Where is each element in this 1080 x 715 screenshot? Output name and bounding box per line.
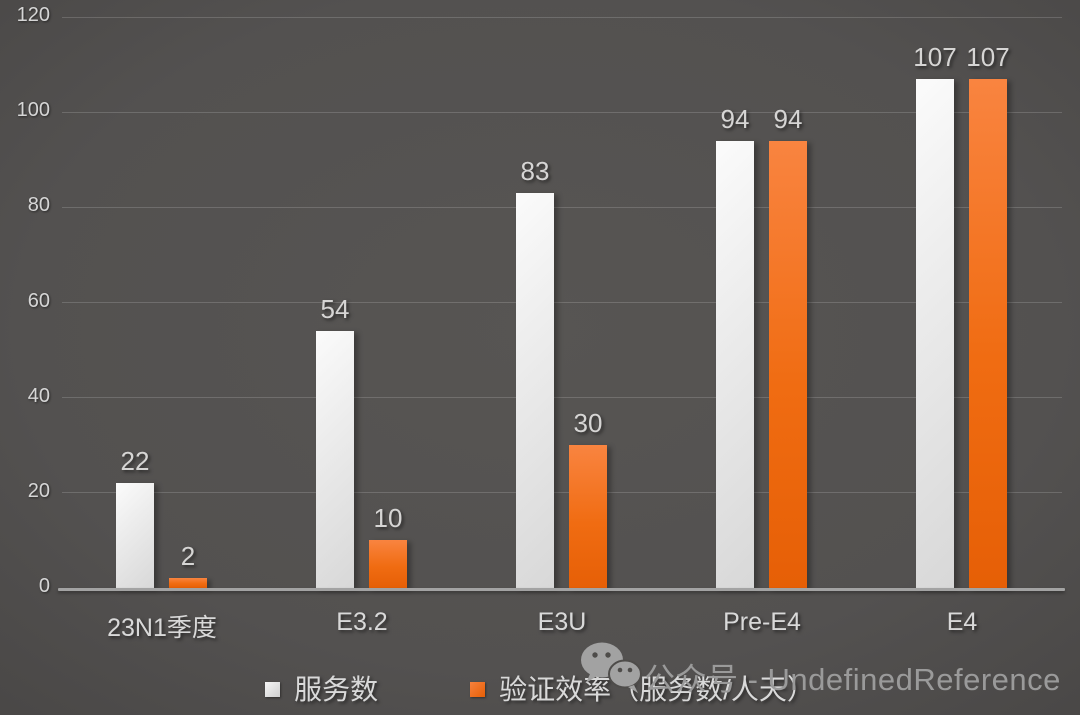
- watermark: 公众号 - UndefinedReference: [578, 641, 1061, 700]
- x-axis-label-E3U: E3U: [537, 608, 587, 636]
- legend: 服务数 验证效率（服务数/人天）: [0, 668, 1080, 708]
- gridline-100: [62, 111, 1062, 113]
- bar-验证效率（服务数/人天）-E3.2: [369, 540, 407, 588]
- x-axis-label-Pre-E4: Pre-E4: [723, 608, 801, 636]
- data-label-服务数-E3U: 83: [520, 156, 550, 187]
- data-label-验证效率（服务数/人天）-E4: 107: [966, 41, 1010, 72]
- data-label-验证效率（服务数/人天）-23N1季度: 2: [180, 541, 196, 572]
- bar-验证效率（服务数/人天）-Pre-E4: [769, 140, 807, 588]
- y-axis-tick-label: 20: [27, 479, 50, 502]
- bar-服务数-E4: [916, 78, 954, 588]
- x-axis-label-E3.2: E3.2: [336, 608, 388, 636]
- data-label-验证效率（服务数/人天）-E3U: 30: [573, 408, 603, 439]
- y-axis-tick-label: 60: [27, 289, 50, 312]
- bar-服务数-E3.2: [316, 331, 354, 588]
- bar-验证效率（服务数/人天）-23N1季度: [169, 578, 207, 588]
- data-label-服务数-E3.2: 54: [320, 294, 350, 325]
- y-axis-tick-label: 100: [16, 99, 50, 122]
- data-label-验证效率（服务数/人天）-Pre-E4: 94: [773, 103, 803, 134]
- bar-验证效率（服务数/人天）-E4: [969, 78, 1007, 588]
- bar-服务数-23N1季度: [116, 483, 154, 588]
- data-label-服务数-23N1季度: 22: [120, 446, 150, 477]
- data-label-服务数-E4: 107: [913, 41, 957, 72]
- gridline-20: [62, 492, 1062, 494]
- watermark-text: 公众号 - UndefinedReference: [644, 662, 1061, 697]
- x-axis-label-E4: E4: [946, 608, 978, 636]
- wechat-icon: [578, 641, 644, 700]
- legend-label-services: 服务数: [294, 674, 379, 705]
- gridline-80: [62, 206, 1062, 208]
- gridline-120: [62, 16, 1062, 18]
- x-axis-line: [58, 588, 1065, 591]
- data-label-服务数-Pre-E4: 94: [720, 103, 750, 134]
- y-axis-tick-label: 120: [16, 4, 50, 26]
- y-axis-tick-label: 0: [38, 575, 50, 597]
- y-axis-tick-label: 80: [27, 194, 50, 217]
- legend-label-efficiency: 验证效率（服务数/人天）: [499, 674, 815, 705]
- bar-验证效率（服务数/人天）-E3U: [569, 445, 607, 588]
- bar-服务数-E3U: [516, 193, 554, 588]
- x-axis-label-23N1季度: 23N1季度: [107, 614, 217, 642]
- gridline-60: [62, 302, 1062, 303]
- y-axis-tick-label: 40: [27, 384, 50, 407]
- gridline-40: [62, 397, 1062, 399]
- data-label-验证效率（服务数/人天）-E3.2: 10: [373, 503, 403, 534]
- legend-item-efficiency: 验证效率（服务数/人天）: [470, 668, 815, 708]
- legend-swatch-efficiency: [470, 682, 486, 697]
- bar-服务数-Pre-E4: [716, 140, 754, 588]
- legend-item-services: 服务数: [265, 668, 378, 708]
- legend-swatch-services: [265, 682, 281, 697]
